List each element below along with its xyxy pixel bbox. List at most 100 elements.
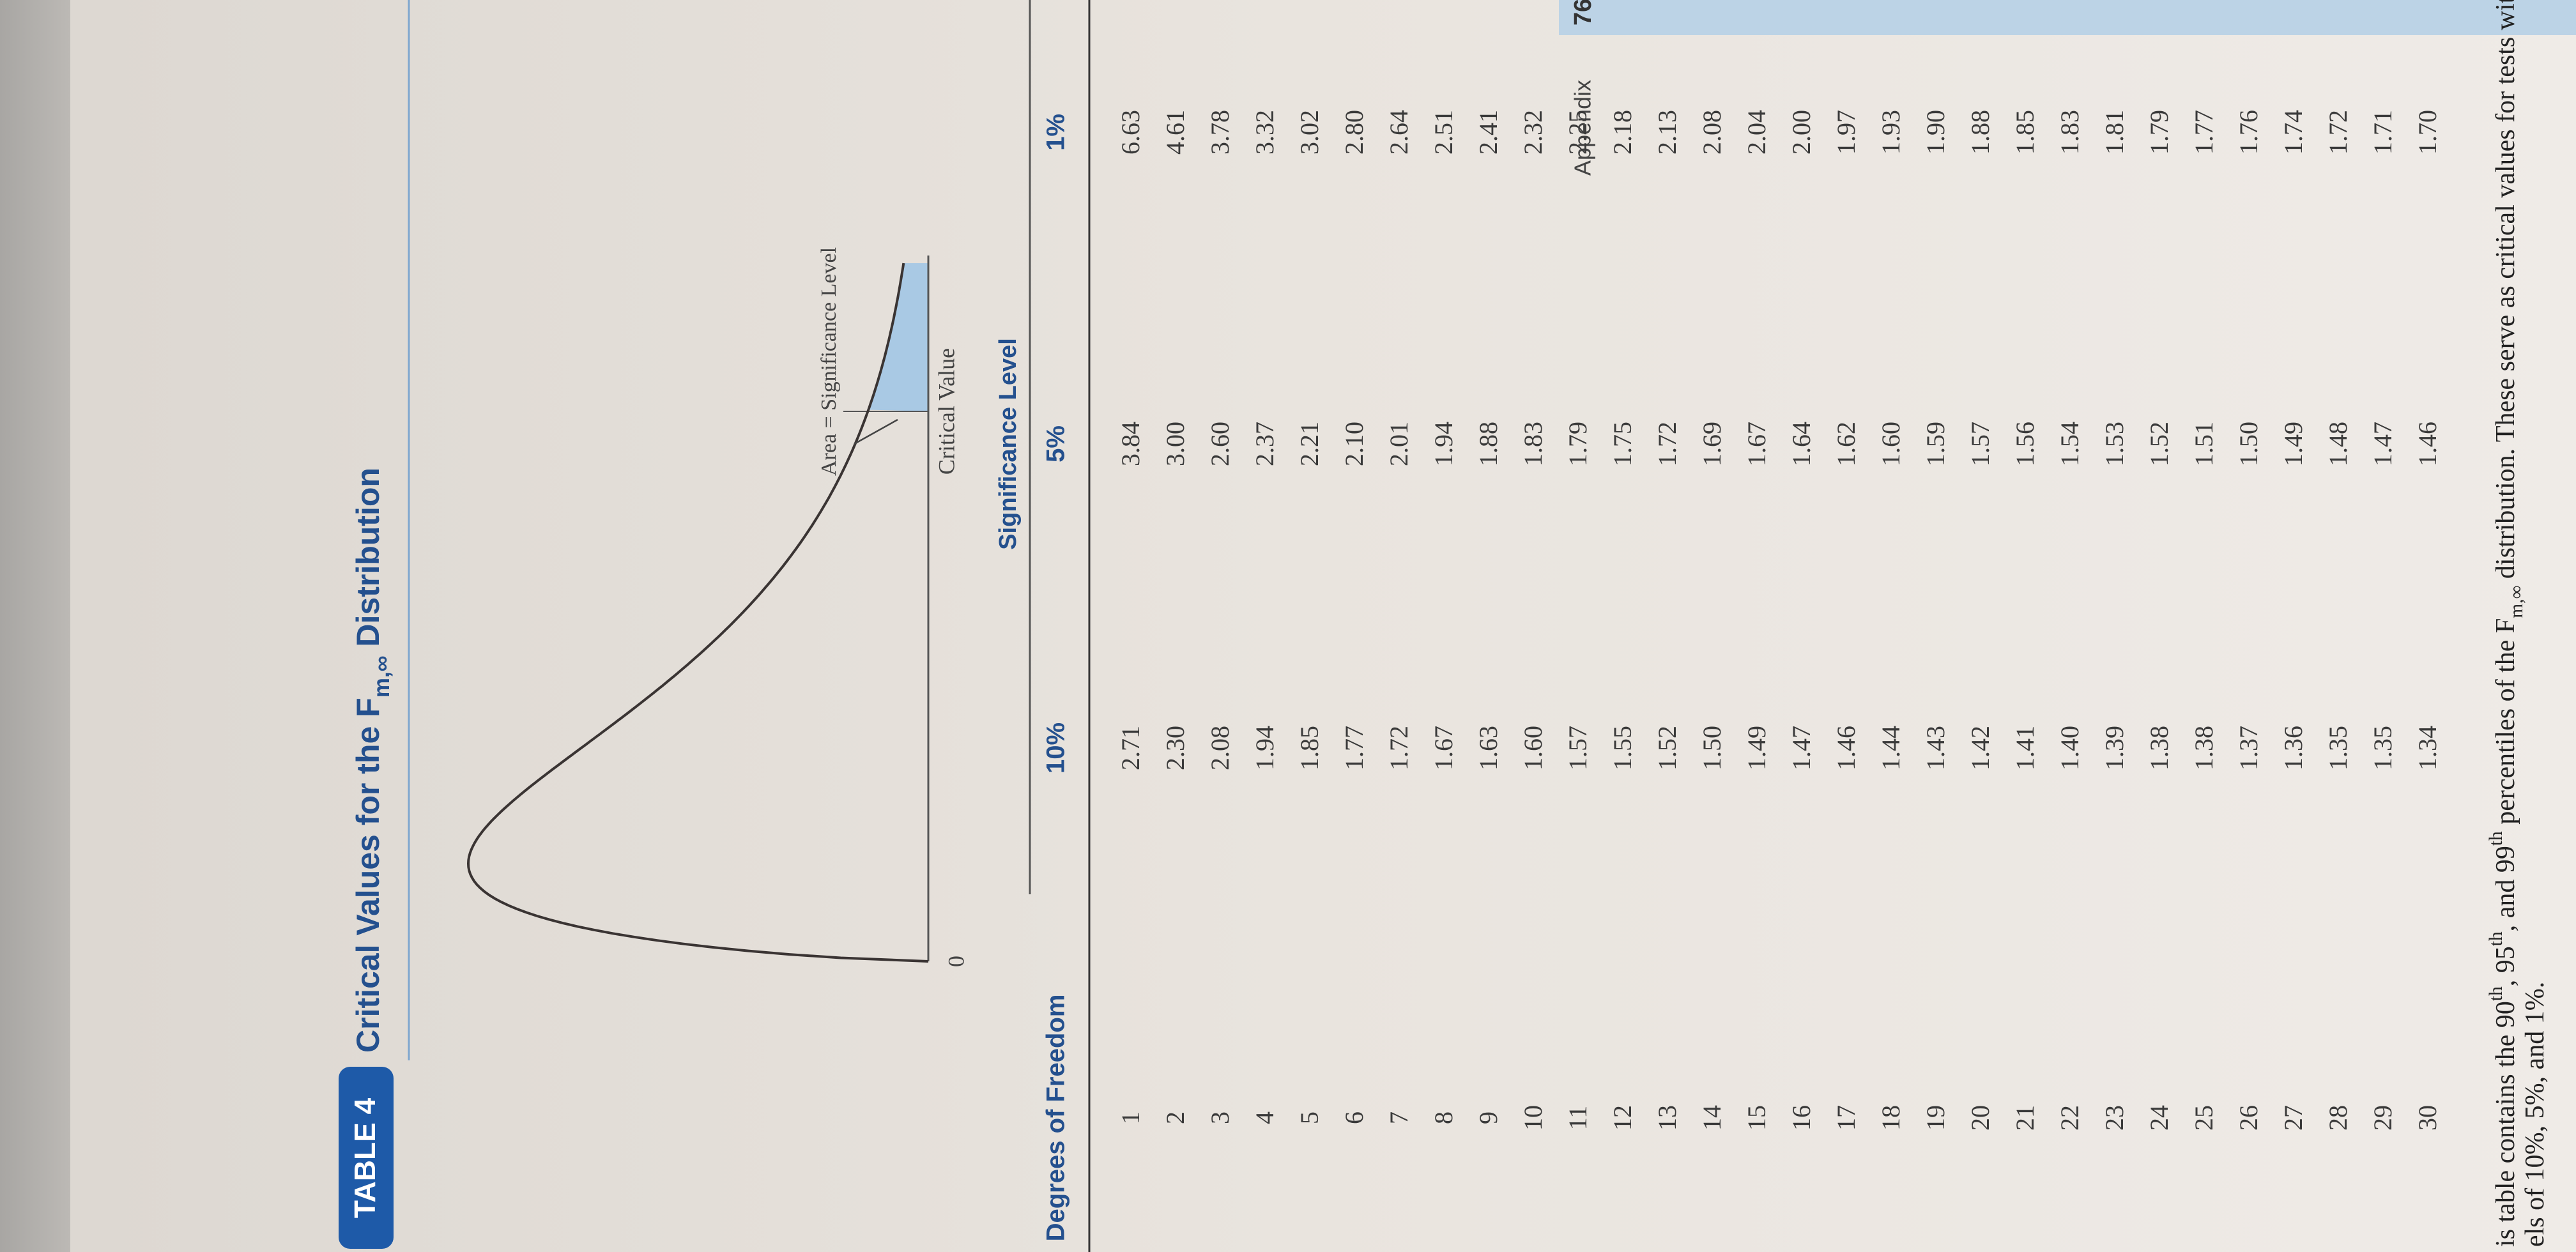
cell: 3.00 bbox=[1161, 422, 1190, 466]
cell: 2.01 bbox=[1384, 422, 1413, 466]
cell: 6.63 bbox=[1116, 110, 1145, 155]
superscript: th bbox=[2486, 931, 2506, 946]
row-label: 13 bbox=[1653, 1105, 1682, 1131]
row-label: 10 bbox=[1519, 1105, 1547, 1131]
row-label: 4 bbox=[1250, 1111, 1279, 1124]
cell: 1.50 bbox=[2234, 422, 2263, 466]
row-label: 7 bbox=[1384, 1111, 1413, 1124]
text-run: percentiles of the F bbox=[2491, 618, 2520, 832]
cell: 1.76 bbox=[2234, 110, 2263, 155]
cell: 2.10 bbox=[1340, 422, 1368, 466]
cell: 1.36 bbox=[2279, 726, 2308, 770]
cell: 1.46 bbox=[1832, 726, 1860, 770]
table-label: TABLE 4 bbox=[348, 1097, 381, 1218]
cell: 3.02 bbox=[1295, 110, 1324, 155]
desk bbox=[0, 0, 70, 1252]
row-label: 17 bbox=[1832, 1105, 1860, 1131]
group-header: Significance Level bbox=[995, 338, 1022, 550]
page-label: Appendix bbox=[1570, 80, 1596, 176]
superscript: th bbox=[2486, 831, 2506, 846]
cell: 1.51 bbox=[2189, 422, 2218, 466]
cell: 1.60 bbox=[1876, 422, 1905, 466]
text-run: distribution. These serve as critical va… bbox=[2491, 0, 2520, 586]
cell: 1.43 bbox=[1921, 726, 1950, 770]
thumb-tab bbox=[1559, 0, 2576, 35]
cell: 1.93 bbox=[1876, 110, 1905, 155]
text-run: Distribution bbox=[350, 468, 386, 655]
row-label: 28 bbox=[2324, 1105, 2352, 1131]
cell: 1.55 bbox=[1608, 726, 1637, 770]
cell: 1.54 bbox=[2055, 422, 2084, 466]
column-header: 5% bbox=[1042, 425, 1070, 462]
cell: 1.67 bbox=[1742, 422, 1771, 466]
row-label: 1 bbox=[1116, 1111, 1145, 1124]
row-label: 15 bbox=[1742, 1105, 1771, 1131]
row-label: 19 bbox=[1921, 1105, 1950, 1131]
cell: 2.32 bbox=[1519, 110, 1547, 155]
cell: 2.25 bbox=[1563, 110, 1592, 155]
cell: 1.79 bbox=[2145, 110, 2174, 155]
zero-label: 0 bbox=[943, 956, 969, 967]
leader-line bbox=[854, 418, 898, 445]
cell: 2.80 bbox=[1340, 110, 1368, 155]
cell: 1.35 bbox=[2324, 726, 2352, 770]
row-label: 30 bbox=[2413, 1105, 2442, 1131]
cell: 1.62 bbox=[1832, 422, 1860, 466]
row-label: 16 bbox=[1787, 1105, 1816, 1131]
cell: 2.41 bbox=[1474, 110, 1503, 155]
cell: 1.47 bbox=[2368, 422, 2397, 466]
row-label: 2 bbox=[1161, 1111, 1190, 1124]
cell: 1.49 bbox=[2279, 422, 2308, 466]
cell: 1.72 bbox=[1653, 422, 1682, 466]
row-label: 14 bbox=[1698, 1105, 1726, 1131]
row-label: 26 bbox=[2234, 1105, 2263, 1131]
cell: 1.37 bbox=[2234, 726, 2263, 770]
cell: 1.71 bbox=[2368, 110, 2397, 155]
cell: 1.63 bbox=[1474, 726, 1503, 770]
superscript: th bbox=[2486, 986, 2506, 1001]
cell: 1.79 bbox=[1563, 422, 1592, 466]
cell: 2.37 bbox=[1250, 422, 1279, 466]
cell: 1.49 bbox=[1742, 726, 1771, 770]
cell: 1.34 bbox=[2413, 726, 2442, 770]
cell: 1.44 bbox=[1876, 726, 1905, 770]
cell: 1.85 bbox=[1295, 726, 1324, 770]
cell: 1.83 bbox=[1519, 422, 1547, 466]
row-label: 23 bbox=[2100, 1105, 2129, 1131]
cell: 1.53 bbox=[2100, 422, 2129, 466]
critical-value-label: Critical Value bbox=[933, 348, 959, 475]
cell: 1.69 bbox=[1698, 422, 1726, 466]
cell: 1.38 bbox=[2145, 726, 2174, 770]
footnote-line: is table contains the 90th, 95th, and 99… bbox=[2486, 0, 2527, 1247]
subscript: m,∞ bbox=[369, 655, 394, 698]
row-label: 9 bbox=[1474, 1111, 1503, 1124]
area-label: Area = Significance Level bbox=[817, 247, 841, 476]
footnote-line: els of 10%, 5%, and 1%. bbox=[2520, 982, 2550, 1247]
cell: 1.40 bbox=[2055, 726, 2084, 770]
cell: 2.64 bbox=[1384, 110, 1413, 155]
cell: 1.88 bbox=[1966, 110, 1995, 155]
cell: 1.64 bbox=[1787, 422, 1816, 466]
cell: 1.50 bbox=[1698, 726, 1726, 770]
row-label: 24 bbox=[2145, 1105, 2174, 1131]
text-run: Critical Values for the F bbox=[350, 698, 386, 1053]
density-curve bbox=[466, 263, 929, 963]
cell: 1.77 bbox=[2189, 110, 2218, 155]
cell: 2.04 bbox=[1742, 110, 1771, 155]
cell: 1.70 bbox=[2413, 110, 2442, 155]
cell: 1.81 bbox=[2100, 110, 2129, 155]
cell: 2.51 bbox=[1429, 110, 1458, 155]
cell: 1.90 bbox=[1921, 110, 1950, 155]
cell: 1.74 bbox=[2279, 110, 2308, 155]
cell: 1.94 bbox=[1250, 726, 1279, 770]
text-run: , 95 bbox=[2491, 946, 2520, 986]
cell: 2.13 bbox=[1653, 110, 1682, 155]
tail-area bbox=[868, 263, 928, 411]
cell: 2.30 bbox=[1161, 726, 1190, 770]
cell: 1.52 bbox=[2145, 422, 2174, 466]
cell: 1.83 bbox=[2055, 110, 2084, 155]
row-label: 22 bbox=[2055, 1105, 2084, 1131]
row-label: 27 bbox=[2279, 1105, 2308, 1131]
